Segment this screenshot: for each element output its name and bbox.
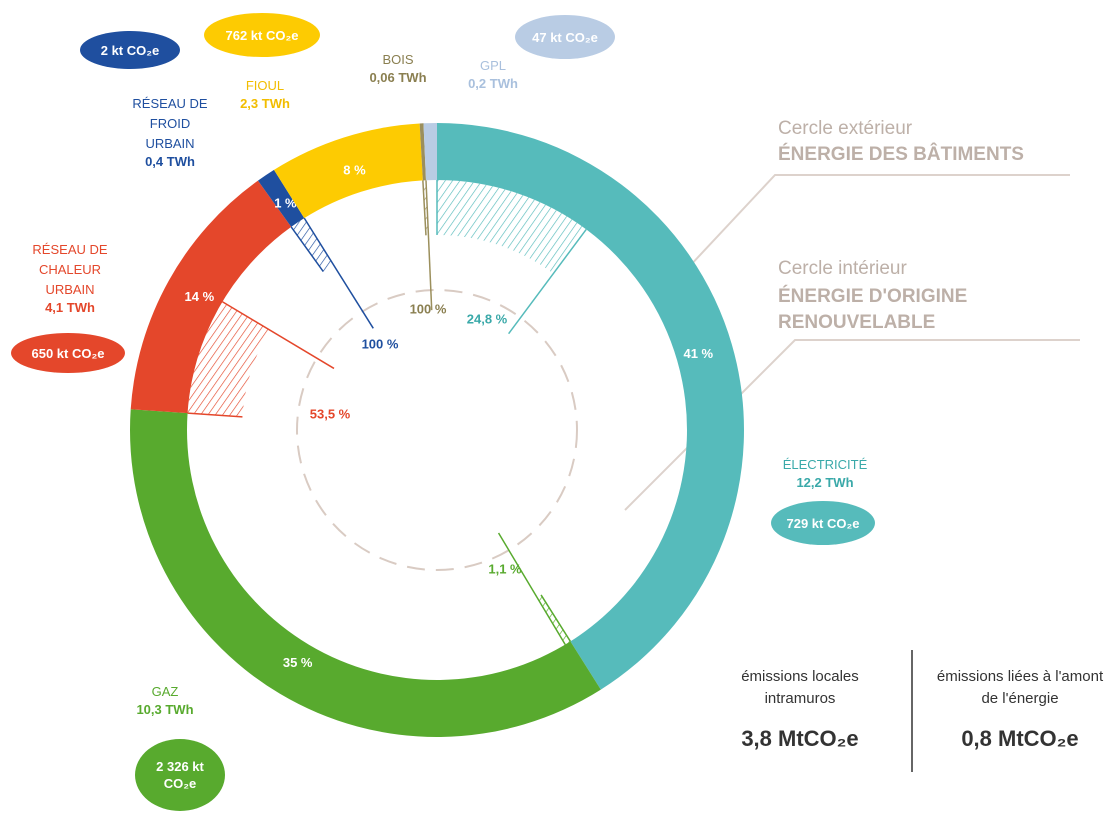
inner-circle bbox=[296, 289, 578, 571]
emission-bubble: 2 326 kt CO₂e bbox=[135, 739, 225, 811]
share-edge bbox=[497, 532, 566, 645]
share-edge bbox=[222, 301, 335, 370]
legend-title: ÉNERGIE D'ORIGINE RENOUVELABLE bbox=[778, 286, 968, 333]
renewable-label: 24,8 % bbox=[467, 311, 508, 326]
segment-label: 1 % bbox=[274, 196, 297, 211]
category-label: GPL bbox=[479, 58, 506, 73]
total-label: émissions liées à l'amont de l'énergie bbox=[936, 668, 1104, 707]
energy-label: 4,1 TWh bbox=[45, 300, 95, 315]
total-value: 0,8 MtCO₂e bbox=[961, 726, 1079, 751]
donut-segment bbox=[257, 169, 305, 227]
category-label: RÉSEAU DE FROID URBAIN bbox=[132, 96, 208, 151]
segment-label: 35 % bbox=[283, 655, 313, 670]
donut-segment bbox=[129, 409, 601, 737]
energy-label: 2,3 TWh bbox=[240, 96, 290, 111]
share-edge bbox=[422, 180, 427, 236]
total-label: émissions locales intramuros bbox=[741, 668, 859, 707]
renewable-label: 100 % bbox=[410, 301, 447, 316]
emission-bubble: 762 kt CO₂e bbox=[204, 13, 320, 57]
donut-segment bbox=[130, 180, 292, 414]
energy-label: 12,2 TWh bbox=[796, 475, 854, 490]
donut-segment bbox=[437, 123, 744, 690]
legend-caption: Cercle intérieur bbox=[778, 258, 907, 279]
leader-line bbox=[671, 174, 1070, 286]
share-edge bbox=[290, 226, 324, 273]
share-edge bbox=[540, 594, 572, 642]
segment-label: 8 % bbox=[343, 162, 366, 177]
segment-label: 41 % bbox=[683, 346, 713, 361]
energy-label: 10,3 TWh bbox=[136, 702, 194, 717]
category-label: GAZ bbox=[151, 684, 179, 699]
category-label: FIOUL bbox=[245, 78, 285, 93]
segment-label: 14 % bbox=[185, 289, 215, 304]
category-label: BOIS bbox=[382, 52, 414, 67]
share-edge bbox=[303, 217, 374, 329]
donut-segment bbox=[419, 123, 426, 181]
renewable-share bbox=[187, 301, 270, 417]
total-value: 3,8 MtCO₂e bbox=[741, 726, 859, 751]
energy-label: 0,4 TWh bbox=[145, 154, 195, 169]
leader-line bbox=[624, 339, 1080, 511]
share-edge bbox=[508, 228, 587, 335]
donut-segment bbox=[423, 123, 437, 181]
renewable-share bbox=[291, 218, 334, 272]
renewable-share bbox=[437, 180, 587, 274]
share-edge bbox=[187, 412, 243, 418]
share-edge bbox=[425, 180, 433, 311]
energy-label: 0,2 TWh bbox=[468, 76, 518, 91]
energy-label: 0,06 TWh bbox=[369, 70, 427, 85]
legend-title: ÉNERGIE DES BÂTIMENTS bbox=[778, 144, 1024, 165]
renewable-share bbox=[537, 594, 571, 645]
donut-segment bbox=[273, 123, 423, 219]
emission-bubble: 650 kt CO₂e bbox=[11, 333, 125, 373]
renewable-label: 1,1 % bbox=[488, 561, 522, 576]
renewable-label: 53,5 % bbox=[310, 406, 351, 421]
renewable-label: 100 % bbox=[362, 336, 399, 351]
emission-bubble: 729 kt CO₂e bbox=[771, 501, 875, 545]
emission-bubble: 47 kt CO₂e bbox=[515, 15, 615, 59]
category-label: RÉSEAU DE CHALEUR URBAIN bbox=[32, 242, 108, 297]
legend-caption: Cercle extérieur bbox=[778, 118, 913, 139]
emission-bubble: 2 kt CO₂e bbox=[80, 31, 180, 69]
category-label: ÉLECTRICITÉ bbox=[782, 457, 868, 472]
